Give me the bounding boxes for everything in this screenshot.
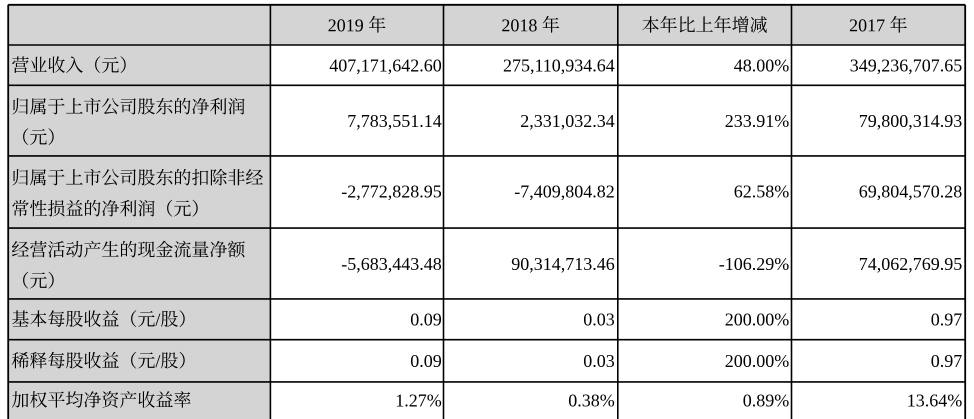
svg-text:48.00%: 48.00% xyxy=(734,56,790,76)
svg-text:62.58%: 62.58% xyxy=(734,182,790,202)
svg-text:90,314,713.46: 90,314,713.46 xyxy=(511,254,615,274)
svg-text:0.97: 0.97 xyxy=(931,310,963,330)
svg-text:200.00%: 200.00% xyxy=(725,310,790,330)
svg-text:0.03: 0.03 xyxy=(583,310,615,330)
svg-text:407,171,642.60: 407,171,642.60 xyxy=(329,56,442,76)
svg-text:0.89%: 0.89% xyxy=(743,390,790,410)
svg-text:0.09: 0.09 xyxy=(410,310,442,330)
svg-text:0.97: 0.97 xyxy=(931,351,963,371)
svg-text:-106.29%: -106.29% xyxy=(719,254,790,274)
svg-text:-5,683,443.48: -5,683,443.48 xyxy=(341,254,442,274)
svg-text:233.91%: 233.91% xyxy=(725,111,790,131)
svg-text:275,110,934.64: 275,110,934.64 xyxy=(503,56,615,76)
svg-text:-2,772,828.95: -2,772,828.95 xyxy=(341,182,442,202)
svg-text:2,331,032.34: 2,331,032.34 xyxy=(520,111,615,131)
svg-text:0.38%: 0.38% xyxy=(568,390,615,410)
svg-text:0.03: 0.03 xyxy=(583,351,615,371)
svg-text:1.27%: 1.27% xyxy=(395,390,442,410)
svg-text:13.64%: 13.64% xyxy=(907,390,963,410)
svg-text:79,800,314.93: 79,800,314.93 xyxy=(859,111,963,131)
svg-text:-7,409,804.82: -7,409,804.82 xyxy=(514,182,615,202)
svg-text:0.09: 0.09 xyxy=(410,351,442,371)
svg-text:349,236,707.65: 349,236,707.65 xyxy=(850,56,963,76)
svg-text:69,804,570.28: 69,804,570.28 xyxy=(859,182,963,202)
svg-text:7,783,551.14: 7,783,551.14 xyxy=(347,111,442,131)
svg-text:74,062,769.95: 74,062,769.95 xyxy=(859,254,963,274)
svg-text:200.00%: 200.00% xyxy=(725,351,790,371)
